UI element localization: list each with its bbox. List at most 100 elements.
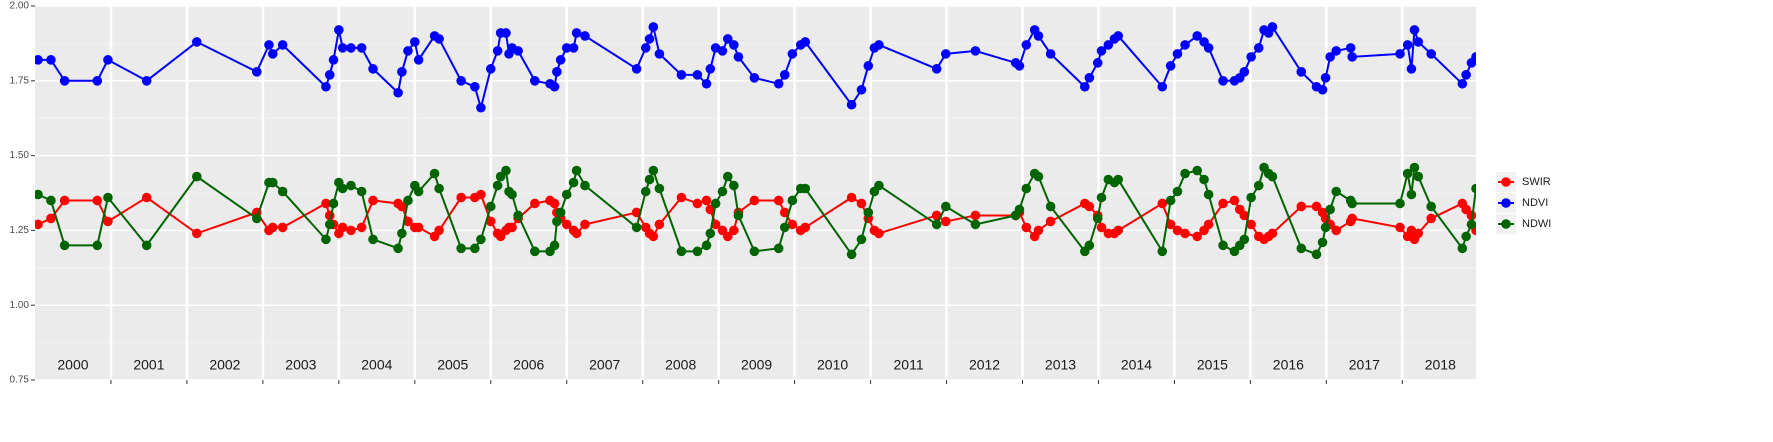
data-point [410, 37, 420, 47]
data-point [631, 222, 642, 233]
data-point [1192, 231, 1203, 242]
data-point [1267, 22, 1278, 32]
data-point [1426, 213, 1436, 224]
data-point [552, 67, 562, 77]
data-point [555, 207, 566, 218]
y-tick-label: 1.00 [10, 300, 30, 311]
data-point [191, 37, 202, 47]
data-point [1092, 213, 1103, 224]
data-point [337, 183, 348, 194]
data-point [800, 222, 811, 233]
data-point [346, 180, 356, 191]
data-point [530, 246, 540, 257]
data-point [654, 183, 665, 194]
data-point [470, 81, 480, 92]
data-point [1413, 171, 1424, 182]
legend-label: SWIR [1522, 176, 1551, 188]
data-point [787, 195, 798, 206]
data-point [549, 198, 560, 209]
legend-point [1501, 198, 1511, 208]
data-point [46, 55, 56, 65]
data-point [1192, 31, 1203, 41]
data-point [1395, 49, 1405, 59]
data-point [552, 216, 562, 227]
data-point [1471, 183, 1476, 194]
data-point [644, 34, 655, 44]
data-point [779, 70, 790, 80]
legend-point [1501, 177, 1511, 187]
x-tick-label: 2011 [894, 357, 924, 373]
data-point [1218, 76, 1228, 86]
data-point [722, 34, 733, 44]
data-point [722, 171, 733, 182]
data-point [1113, 174, 1124, 185]
y-tick-label: 1.50 [10, 150, 30, 161]
data-point [103, 216, 113, 227]
data-point [846, 249, 857, 260]
legend-label: NDWI [1522, 218, 1551, 230]
data-point [92, 240, 103, 251]
data-point [264, 40, 274, 50]
data-point [800, 37, 811, 47]
data-point [356, 222, 367, 233]
data-point [356, 186, 367, 197]
series [35, 189, 1476, 245]
data-point [773, 243, 784, 254]
data-point [1311, 201, 1322, 212]
data-point [856, 84, 867, 95]
data-point [393, 87, 403, 98]
y-tick-label: 0.75 [10, 375, 30, 386]
data-point [434, 34, 444, 44]
data-point [397, 201, 407, 212]
x-tick-label: 2013 [1045, 357, 1076, 373]
data-point [1021, 183, 1032, 194]
data-point [1311, 249, 1322, 260]
data-point [1246, 192, 1256, 203]
data-point [267, 49, 278, 59]
data-point [787, 49, 798, 59]
y-tick-label: 1.75 [10, 75, 30, 86]
data-point [631, 64, 642, 74]
data-point [328, 198, 339, 209]
data-point [456, 192, 466, 203]
data-point [1409, 162, 1420, 173]
x-tick-label: 2017 [1349, 357, 1380, 373]
data-point [337, 222, 348, 233]
data-point [749, 73, 760, 83]
data-point [1246, 52, 1256, 62]
data-point [1113, 31, 1124, 41]
data-point [368, 195, 378, 206]
data-point [640, 186, 651, 197]
x-tick-label: 2010 [817, 357, 848, 373]
data-point [1096, 192, 1107, 203]
data-point [328, 55, 339, 65]
data-point [321, 234, 331, 245]
data-point [277, 186, 288, 197]
data-point [476, 234, 486, 245]
data-point [1246, 219, 1256, 230]
data-point [413, 55, 424, 65]
x-tick-label: 2000 [57, 357, 88, 373]
data-point [1172, 49, 1183, 59]
data-point [1239, 234, 1250, 245]
data-point [701, 195, 712, 206]
data-point [1457, 243, 1468, 254]
data-point [1395, 198, 1405, 209]
data-point [856, 234, 867, 245]
data-point [46, 195, 56, 206]
data-point [549, 240, 560, 251]
data-point [393, 243, 403, 254]
data-point [1347, 198, 1357, 209]
series [35, 162, 1476, 260]
data-point [1180, 228, 1190, 239]
data-point [874, 40, 884, 50]
data-point [252, 67, 262, 77]
data-point [1045, 49, 1056, 59]
data-point [1192, 165, 1203, 176]
data-point [1395, 222, 1405, 233]
data-point [1406, 64, 1417, 74]
data-point [507, 222, 517, 233]
data-point [1165, 61, 1176, 71]
data-point [749, 246, 760, 257]
